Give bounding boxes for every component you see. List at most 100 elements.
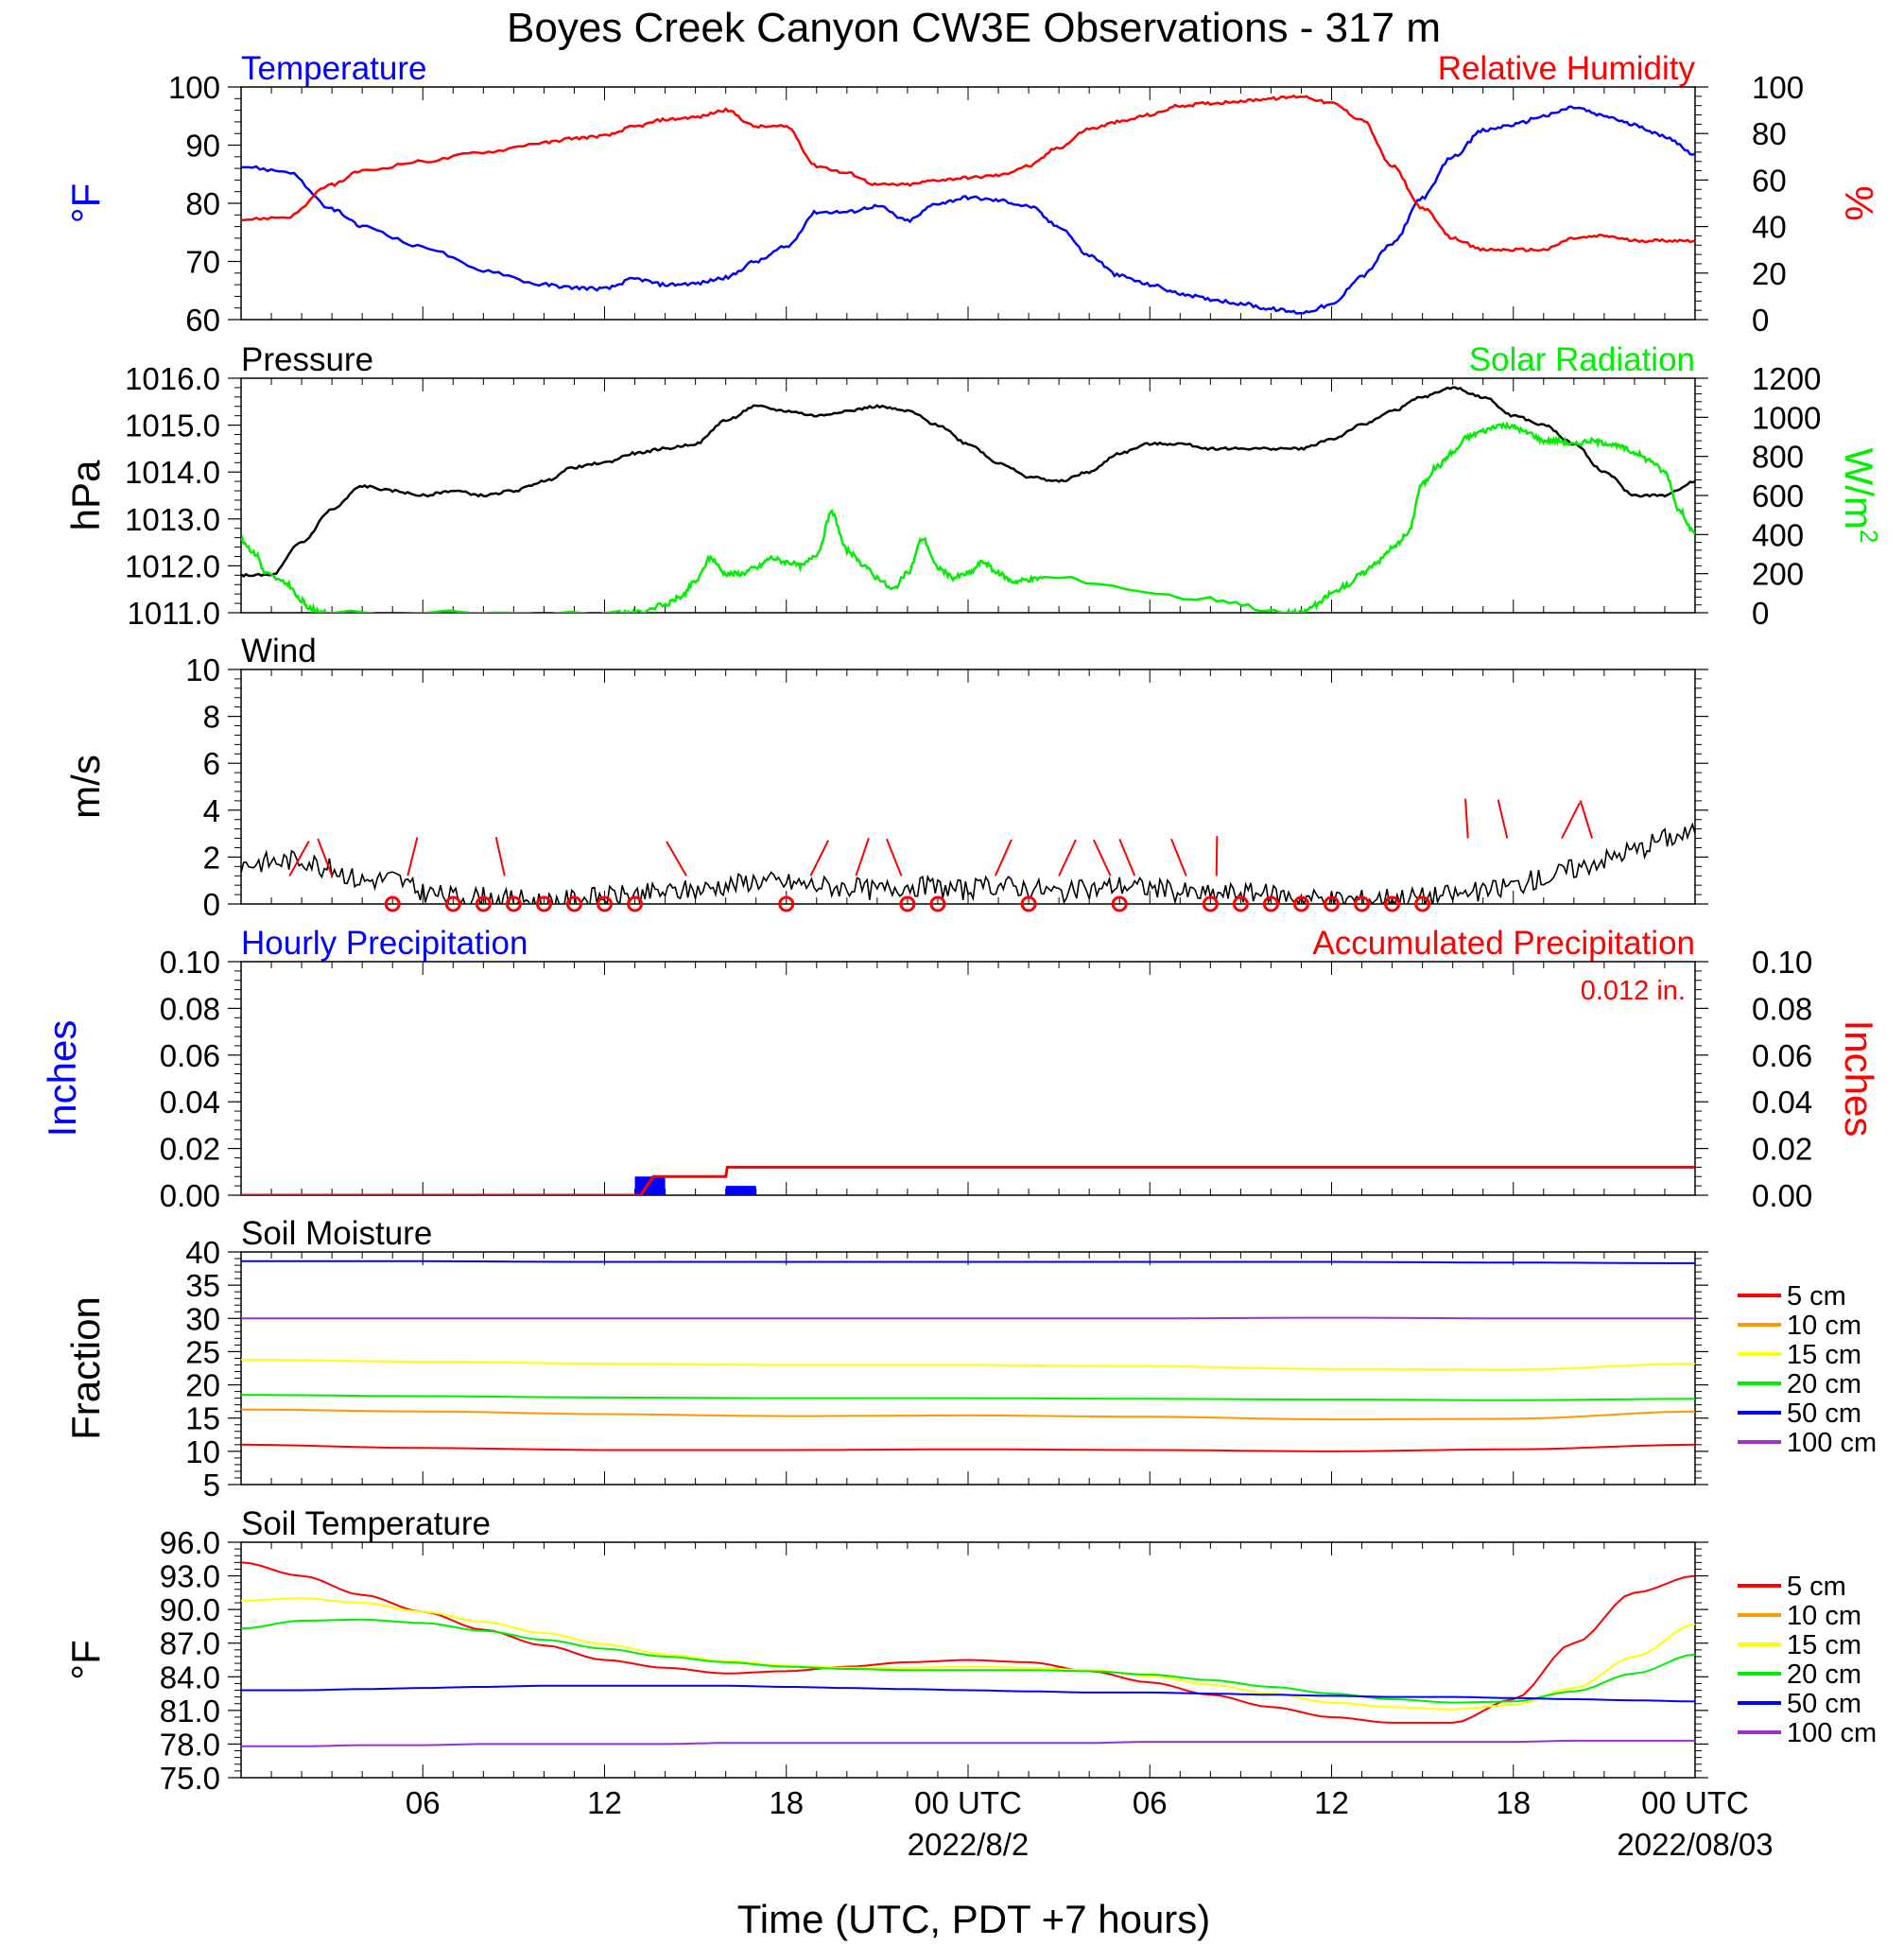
- y-tick-label-left: 8: [203, 700, 220, 735]
- wind-direction-barb: [317, 838, 334, 877]
- y-tick-label-left: 1014.0: [125, 455, 220, 490]
- y-tick-label-left: 15: [185, 1401, 220, 1436]
- y-tick-label-left: 20: [185, 1368, 220, 1403]
- y-tick-label-right: 20: [1752, 256, 1787, 291]
- panel-precipitation: 0.00 0.02 0.04 0.06 0.08 0.10 0.00 0.02 0.04 0.06…: [40, 925, 1881, 1213]
- calm-wind-marker: [565, 895, 582, 912]
- chart-title: Boyes Creek Canyon CW3E Observations - 3…: [507, 5, 1441, 51]
- panel-label-left: Wind: [241, 633, 317, 669]
- wind-direction-barb: [1170, 838, 1187, 877]
- y-tick-label-right: 600: [1752, 478, 1804, 513]
- panel-label-right: Solar Radiation: [1469, 341, 1695, 378]
- y-tick-label-right: 800: [1752, 440, 1804, 475]
- y-axis-label-left: Inches: [40, 1020, 84, 1138]
- calm-wind-marker: [1292, 895, 1309, 912]
- soil-series-line: [241, 1739, 1695, 1747]
- humidity-line: [241, 94, 1695, 252]
- y-tick-label-left: 10: [185, 652, 220, 687]
- date-label: 2022/8/2: [908, 1827, 1029, 1862]
- calm-wind-marker: [1232, 895, 1249, 912]
- y-tick-label-left: 2: [203, 840, 220, 875]
- y-tick-label-left: 1013.0: [125, 502, 220, 537]
- panel-label-right: Relative Humidity: [1438, 50, 1696, 87]
- calm-wind-marker: [929, 895, 946, 912]
- wind-direction-barb: [494, 837, 506, 877]
- y-tick-label-left: 0: [203, 887, 220, 922]
- date-label: 2022/08/03: [1617, 1827, 1773, 1862]
- wind-speed-line: [241, 822, 1695, 904]
- x-axis-label: Time (UTC, PDT +7 hours): [737, 1897, 1211, 1941]
- y-tick-label-left: 80: [185, 186, 220, 221]
- calm-wind-marker: [1414, 895, 1431, 912]
- y-axis-label-right: W/m2: [1837, 448, 1883, 544]
- y-tick-label-right: 1200: [1752, 361, 1821, 396]
- y-tick-label-left: 87.0: [160, 1626, 220, 1661]
- panel-label-left: Soil Moisture: [241, 1215, 432, 1252]
- y-tick-label-left: 25: [185, 1334, 220, 1369]
- y-tick-label-right: 1000: [1752, 400, 1821, 435]
- calm-wind-marker: [1020, 895, 1037, 912]
- panel-label-right: Accumulated Precipitation: [1312, 925, 1695, 962]
- y-tick-label-left: 90.0: [160, 1592, 220, 1627]
- y-tick-label-right: 0.06: [1752, 1038, 1812, 1073]
- y-tick-label-right: 40: [1752, 210, 1787, 245]
- solar-radiation-line: [241, 420, 1695, 613]
- plot-frame: [240, 377, 1696, 614]
- x-tick-label: 06: [1133, 1785, 1168, 1820]
- y-tick-label-left: 0.02: [160, 1132, 220, 1167]
- y-tick-label-right: 80: [1752, 116, 1787, 151]
- y-tick-label-left: 93.0: [160, 1559, 220, 1594]
- y-tick-label-right: 0: [1752, 303, 1769, 338]
- y-tick-label-right: 100: [1752, 70, 1804, 105]
- y-tick-label-right: 0.04: [1752, 1085, 1812, 1120]
- y-axis-label-left: hPa: [63, 460, 108, 530]
- y-tick-label-left: 30: [185, 1301, 220, 1336]
- y-tick-label-left: 60: [185, 303, 220, 338]
- legend-label: 100 cm: [1787, 1428, 1877, 1458]
- soil-series-line: [241, 1394, 1695, 1401]
- y-tick-label-right: 0.00: [1752, 1178, 1812, 1213]
- legend-label: 5 cm: [1787, 1281, 1846, 1312]
- y-tick-label-left: 1012.0: [125, 548, 220, 583]
- y-tick-label-left: 6: [203, 746, 220, 781]
- wind-direction-barb: [1215, 836, 1219, 877]
- soil-series-line: [241, 1443, 1695, 1452]
- y-tick-label-left: 4: [203, 793, 220, 828]
- y-tick-label-right: 200: [1752, 557, 1804, 592]
- legend-label: 15 cm: [1787, 1630, 1861, 1660]
- wind-direction-barb: [994, 839, 1013, 877]
- legend-label: 10 cm: [1787, 1601, 1861, 1631]
- y-axis-label-left: °F: [63, 183, 108, 223]
- wind-direction-barb: [886, 838, 903, 877]
- y-tick-label-left: 0.06: [160, 1038, 220, 1073]
- y-tick-label-right: 0.02: [1752, 1132, 1812, 1167]
- panel-soil-temperature: 75.078.081.084.087.090.093.096.0 Soil Tem…: [63, 1505, 1877, 1796]
- calm-wind-marker: [1384, 895, 1401, 912]
- y-axis-label-left: m/s: [63, 755, 108, 819]
- y-tick-label-right: 60: [1752, 163, 1787, 198]
- y-axis-label-right: %: [1837, 185, 1881, 220]
- plot-frame: [240, 86, 1696, 321]
- y-tick-label-left: 1016.0: [125, 361, 220, 396]
- panel-label-left: Soil Temperature: [241, 1505, 491, 1542]
- y-tick-label-left: 96.0: [160, 1525, 220, 1560]
- y-tick-label-left: 78.0: [160, 1727, 220, 1762]
- wind-direction-barb: [855, 838, 870, 877]
- soil-series-line: [241, 1260, 1695, 1264]
- legend-label: 20 cm: [1787, 1369, 1861, 1399]
- y-tick-label-left: 0.04: [160, 1085, 220, 1120]
- legend-label: 5 cm: [1787, 1572, 1846, 1602]
- wind-direction-barb: [1579, 800, 1594, 839]
- accumulated-total-label: 0.012 in.: [1581, 976, 1686, 1006]
- y-tick-label-left: 84.0: [160, 1659, 220, 1694]
- temperature-line: [241, 105, 1695, 315]
- soil-series-line: [241, 1408, 1695, 1421]
- pressure-line: [241, 386, 1695, 578]
- calm-wind-marker: [475, 895, 492, 912]
- wind-direction-barb: [407, 837, 419, 877]
- x-tick-label: 12: [587, 1785, 622, 1820]
- panel-pressure-solar: 1011.0 1012.0 1013.0 1014.0 1015.0 1016.0 0 200…: [63, 341, 1883, 631]
- panel-wind: 0 2 4 6 8 10 Wind m/s: [63, 633, 1708, 922]
